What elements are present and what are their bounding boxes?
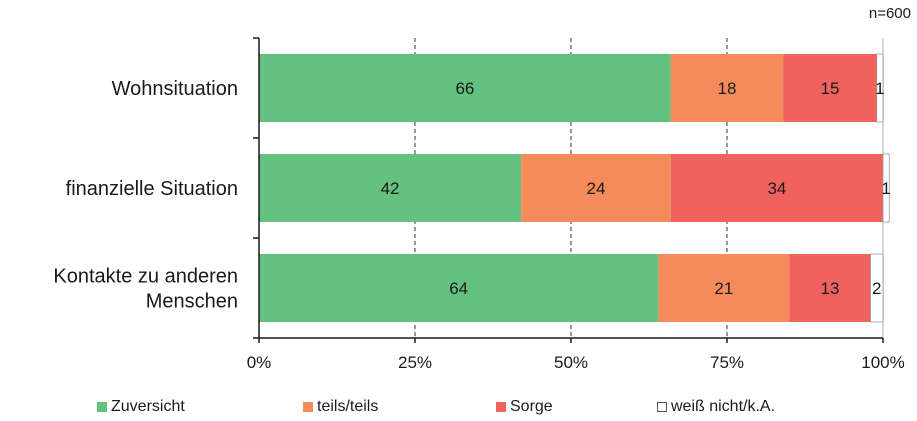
legend-label: Sorge — [510, 398, 553, 415]
bar-segment — [882, 153, 890, 223]
legend-label: Zuversicht — [111, 398, 185, 415]
legend-item: Sorge — [496, 398, 553, 416]
legend-swatch — [657, 402, 667, 412]
x-tick-label: 25% — [398, 353, 432, 372]
data-label: 34 — [767, 179, 786, 198]
bar-segment — [789, 254, 871, 322]
x-tick-label: 75% — [710, 353, 744, 372]
bar-segment — [670, 54, 784, 122]
bar-segment — [521, 154, 671, 222]
category-label: Wohnsituation — [112, 78, 238, 100]
x-tick-label: 0% — [247, 353, 272, 372]
x-tick-label: 100% — [861, 353, 904, 372]
data-label: 24 — [586, 179, 605, 198]
legend-swatch — [303, 402, 313, 412]
bar-segment — [658, 254, 790, 322]
data-label: 42 — [381, 179, 400, 198]
data-label: 1 — [881, 179, 890, 198]
bar-segment — [259, 254, 659, 322]
legend-item: teils/teils — [303, 398, 378, 416]
data-label: 15 — [820, 79, 839, 98]
data-label: 64 — [449, 279, 468, 298]
sample-size-note: n=600 — [868, 5, 911, 22]
bar-segment — [670, 154, 883, 222]
legend-label: teils/teils — [317, 398, 379, 415]
category-label: Menschen — [146, 291, 238, 313]
bar-segment — [876, 53, 884, 123]
legend-swatch — [97, 402, 107, 412]
category-label: finanzielle Situation — [66, 178, 238, 200]
legend-item: Zuversicht — [97, 398, 185, 416]
category-label: Kontakte zu anderen — [53, 266, 238, 288]
bar-segment — [783, 54, 877, 122]
data-label: 21 — [714, 279, 733, 298]
data-label: 18 — [718, 79, 737, 98]
data-label: 13 — [820, 279, 839, 298]
data-label: 66 — [455, 79, 474, 98]
legend: Zuversicht teils/teils Sorge weiß nicht/k.A… — [0, 398, 917, 418]
stacked-bar-chart: 66 18 15 1 Wohnsituation 42 24 34 1 finanzielle S… — [53, 37, 905, 372]
legend-swatch — [496, 402, 506, 412]
bar-segment — [259, 54, 671, 122]
bar-segment — [870, 253, 884, 323]
x-tick-label: 50% — [554, 353, 588, 372]
bar-segment — [259, 154, 522, 222]
data-label: 1 — [875, 79, 884, 98]
data-label: 2 — [872, 279, 881, 298]
legend-label: weiß nicht/k.A. — [671, 398, 776, 415]
legend-item: weiß nicht/k.A. — [657, 398, 775, 416]
